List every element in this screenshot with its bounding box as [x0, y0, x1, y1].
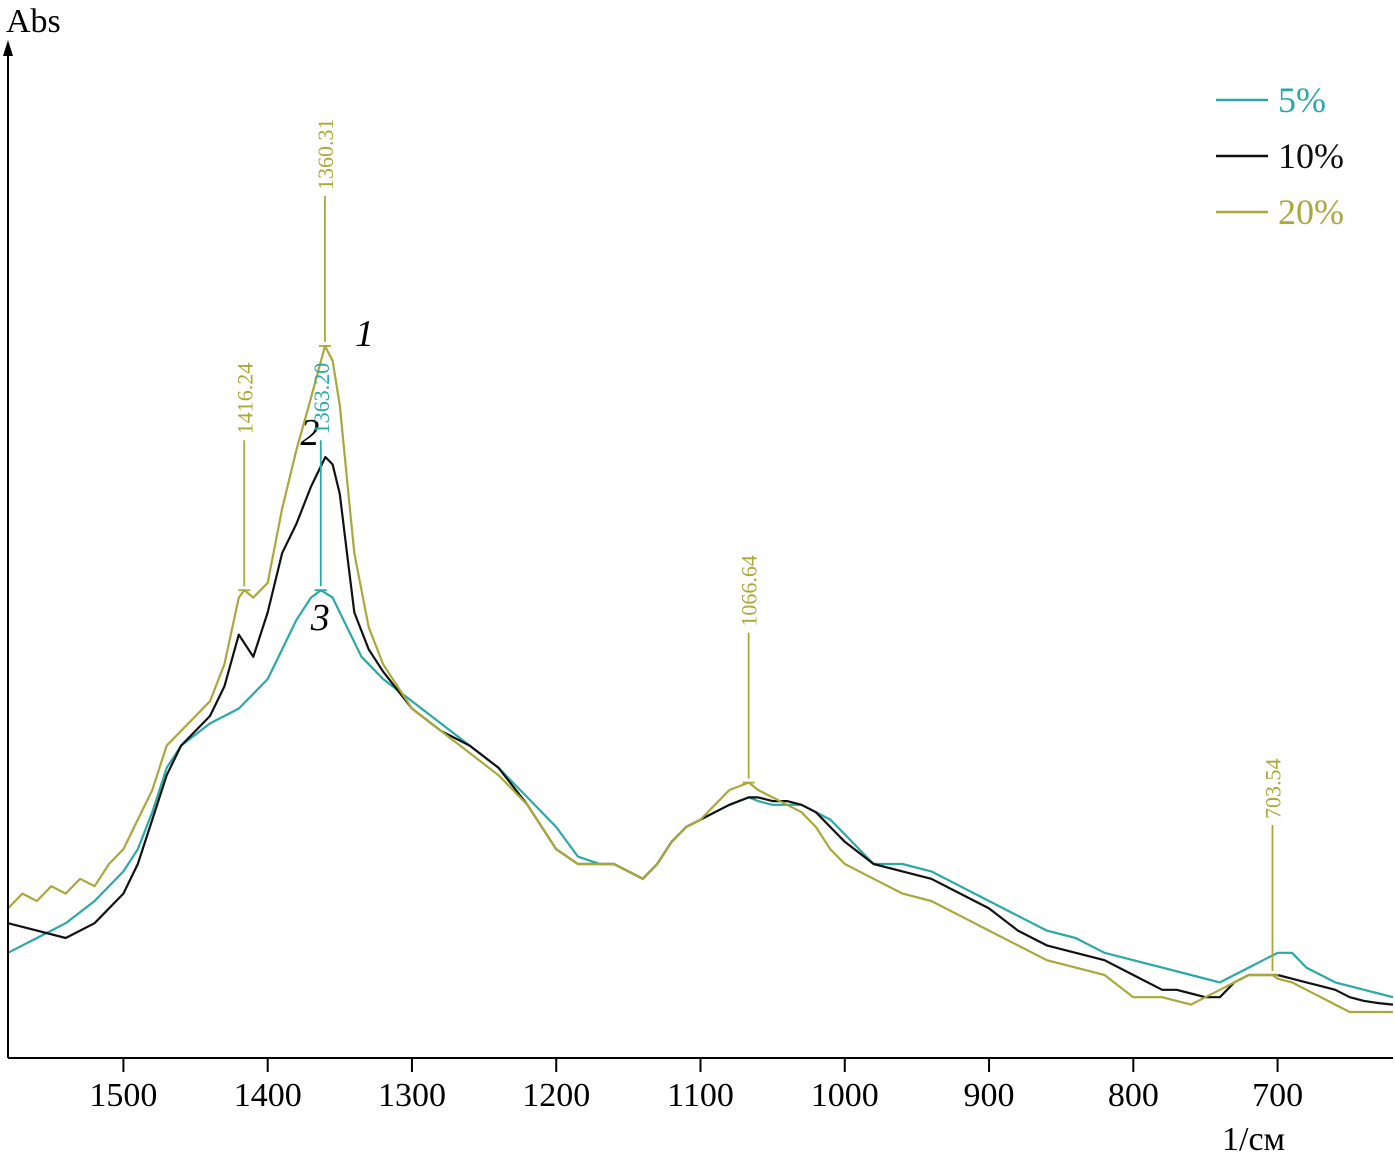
x-tick-label: 700 [1252, 1077, 1303, 1114]
curve-number-label: 3 [310, 597, 330, 639]
x-tick-label: 1200 [522, 1077, 590, 1114]
legend-label: 5% [1278, 80, 1326, 120]
x-axis-title: 1/см [1222, 1121, 1285, 1158]
x-tick-label: 1000 [811, 1077, 879, 1114]
x-tick-label: 900 [964, 1077, 1015, 1114]
peak-label: 703.54 [1260, 759, 1285, 820]
x-tick-label: 1500 [89, 1077, 157, 1114]
x-tick-label: 1100 [667, 1077, 734, 1114]
peak-label: 1416.24 [232, 363, 257, 435]
x-tick-label: 1300 [378, 1077, 446, 1114]
legend: 5% 10% 20% [1216, 80, 1344, 232]
x-tick-label: 1400 [234, 1077, 302, 1114]
y-axis-title: Abs [6, 3, 61, 40]
peak-label: 1066.64 [737, 555, 762, 627]
series-line-20pct [7, 344, 1393, 1014]
x-tick-label: 800 [1108, 1077, 1159, 1114]
series-line-5pct [7, 589, 1394, 999]
peak-label: 1363.20 [309, 363, 334, 435]
legend-label: 10% [1278, 136, 1344, 176]
curve-number-label: 1 [355, 313, 374, 355]
series-line-10pct [7, 455, 1394, 1006]
x-axis-ticks: 1500 1400 1300 1200 1100 1000 900 800 700 [89, 1058, 1303, 1114]
legend-label: 20% [1278, 192, 1344, 232]
peak-label: 1360.31 [313, 119, 338, 191]
y-axis-arrow [3, 40, 13, 56]
